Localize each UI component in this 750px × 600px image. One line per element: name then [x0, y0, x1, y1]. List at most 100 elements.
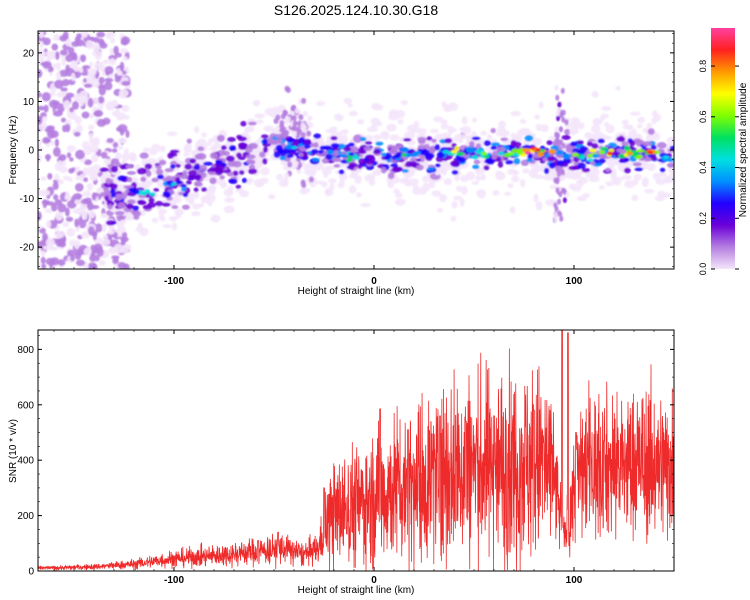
heatmap-cell [121, 231, 128, 239]
heatmap-cell [65, 38, 72, 47]
heatmap-cell [203, 161, 213, 166]
heatmap-cell [139, 227, 149, 237]
heatmap-cell [125, 130, 130, 138]
heatmap-cell [312, 157, 321, 162]
heatmap-cell [472, 154, 479, 160]
heatmap-cell [221, 150, 231, 156]
heatmap-cell [70, 72, 76, 82]
heatmap-cell [80, 54, 87, 63]
heatmap-cell [116, 70, 123, 76]
heatmap-cell [605, 180, 614, 187]
heatmap-cell [642, 141, 653, 147]
heatmap-cell [62, 221, 70, 228]
heatmap-cell [159, 215, 166, 222]
heatmap-cell [471, 136, 481, 141]
heatmap-cell [555, 187, 560, 194]
heatmap-cell [417, 144, 427, 150]
heatmap-cell [527, 153, 533, 160]
heatmap-cell [268, 194, 276, 200]
heatmap-cell [164, 168, 174, 173]
heatmap-cell [627, 151, 633, 156]
heatmap-cell [122, 244, 130, 253]
colorbar-tick-label: 0.8 [698, 60, 708, 73]
heatmap-cell [151, 143, 161, 153]
heatmap-cell [291, 104, 297, 111]
heatmap-cell [120, 40, 128, 46]
heatmap-cell [535, 148, 541, 152]
heatmap-ytick-label: 0 [28, 146, 34, 157]
heatmap-cell [244, 127, 253, 132]
heatmap-cell [247, 168, 258, 175]
heatmap-cell [207, 201, 213, 207]
heatmap-cell [78, 67, 84, 74]
heatmap-cell [471, 117, 478, 123]
heatmap-cell [444, 107, 452, 113]
heatmap-cell [98, 260, 106, 266]
heatmap-cell [57, 259, 66, 266]
colorbar-tick-label: 0.6 [698, 111, 708, 124]
heatmap-cell [561, 109, 566, 116]
heatmap-cell [598, 185, 605, 190]
heatmap-cell [554, 84, 559, 91]
heatmap-cell [193, 187, 199, 193]
heatmap-cell [373, 104, 384, 111]
heatmap-cell [559, 139, 564, 146]
heatmap-cell [38, 105, 45, 111]
heatmap-cell [194, 174, 202, 181]
heatmap-cell [89, 265, 96, 269]
heatmap-cell [72, 101, 79, 110]
heatmap-cell [75, 259, 86, 267]
snr-xtick-label: 100 [566, 575, 583, 586]
heatmap-cell [237, 136, 248, 142]
heatmap-cell [89, 113, 95, 119]
heatmap-cell [556, 115, 561, 122]
heatmap-cell [291, 145, 297, 150]
heatmap-cell [83, 83, 93, 88]
heatmap-cell [450, 166, 457, 171]
heatmap-cell [560, 87, 565, 94]
heatmap-cell [321, 158, 330, 164]
heatmap-cell [38, 31, 44, 39]
heatmap-cell [158, 159, 167, 166]
snr-xtick-label: 0 [371, 575, 377, 586]
heatmap-cell [564, 119, 569, 126]
heatmap-cell [348, 185, 357, 194]
heatmap-cell [412, 151, 420, 156]
heatmap-cell [73, 131, 81, 137]
heatmap-cell [381, 152, 387, 157]
heatmap-cell [535, 201, 543, 211]
heatmap-cell [533, 140, 540, 146]
heatmap-cell [511, 136, 518, 141]
heatmap-cell [65, 92, 75, 98]
heatmap-cell [473, 159, 481, 165]
heatmap-cell [127, 176, 133, 183]
heatmap-cell [65, 191, 70, 200]
heatmap-cell [38, 224, 43, 230]
heatmap-cell [663, 175, 673, 184]
heatmap-cell [223, 205, 235, 214]
heatmap-cell [570, 117, 581, 123]
heatmap-cell [503, 191, 512, 196]
heatmap-cell [115, 161, 121, 168]
heatmap-cell [116, 112, 126, 120]
heatmap-cell [174, 208, 185, 216]
heatmap-cell [512, 141, 522, 148]
heatmap-cell [413, 120, 420, 130]
heatmap-cell [44, 138, 52, 143]
heatmap-cell [475, 174, 482, 182]
heatmap-cell [262, 158, 268, 165]
heatmap-cell [51, 203, 58, 212]
heatmap-cell [636, 148, 645, 153]
heatmap-cell [50, 140, 56, 146]
heatmap-cell [208, 138, 217, 144]
heatmap-cell [421, 175, 430, 183]
heatmap-cell [355, 192, 362, 198]
heatmap-cell [360, 202, 371, 208]
heatmap-cell [436, 151, 445, 159]
heatmap-cell [304, 145, 311, 149]
heatmap-cell [181, 204, 190, 210]
heatmap-cell [122, 56, 128, 61]
heatmap-cell [44, 208, 54, 214]
heatmap-cell [38, 69, 43, 78]
heatmap-cell [370, 117, 381, 125]
